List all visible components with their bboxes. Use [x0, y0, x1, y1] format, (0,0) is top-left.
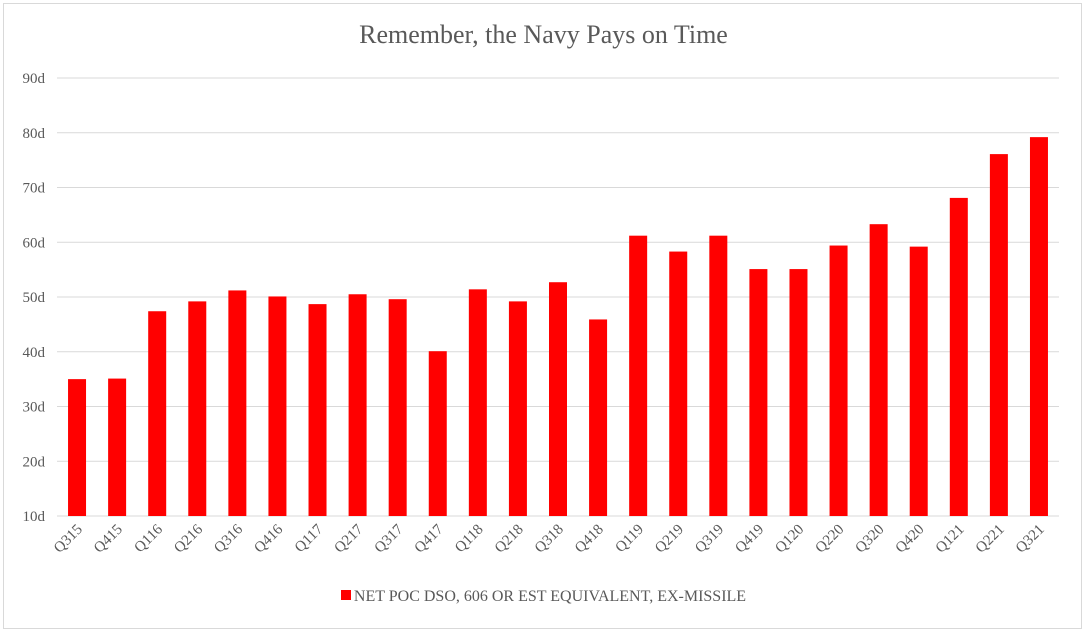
- x-tick-label: Q317: [372, 521, 407, 556]
- x-tick-label: Q321: [1013, 522, 1048, 557]
- x-tick-label: Q316: [211, 521, 246, 556]
- bar: [669, 251, 688, 516]
- x-tick-label: Q117: [292, 521, 327, 556]
- bar: [629, 235, 648, 516]
- bar: [549, 282, 567, 516]
- x-tick-label: Q418: [572, 522, 607, 557]
- bar: [869, 224, 888, 516]
- x-tick-label: Q118: [452, 522, 486, 556]
- bar: [268, 296, 287, 516]
- bar: [789, 269, 808, 516]
- x-tick-label: Q116: [132, 521, 167, 556]
- legend-swatch: [340, 590, 351, 601]
- bar: [508, 301, 527, 516]
- y-axis-ticks: 10d 20d 30d 40d 50d 60d 70d 80d 90d: [23, 71, 46, 525]
- bar: [68, 379, 87, 516]
- bar: [148, 311, 167, 516]
- x-tick-label: Q220: [812, 522, 847, 557]
- chart-frame: [3, 3, 1082, 629]
- y-tick-label: 40d: [23, 345, 46, 361]
- y-tick-label: 90d: [23, 71, 46, 87]
- x-tick-label: Q415: [91, 522, 126, 557]
- x-tick-label: Q320: [853, 522, 888, 557]
- bar: [108, 378, 127, 516]
- bars: [68, 137, 1048, 517]
- bar: [949, 197, 968, 516]
- bar: [308, 304, 327, 516]
- chart-title: Remember, the Navy Pays on Time: [359, 20, 728, 49]
- bar: [428, 351, 447, 516]
- bar: [388, 299, 407, 516]
- y-tick-label: 30d: [23, 400, 46, 416]
- x-tick-label: Q318: [532, 522, 567, 557]
- x-tick-label: Q319: [692, 522, 727, 557]
- y-tick-label: 70d: [23, 181, 46, 197]
- bar: [749, 269, 768, 516]
- bar: [1029, 137, 1048, 516]
- x-tick-label: Q219: [652, 522, 687, 557]
- bar: [348, 294, 367, 516]
- y-tick-label: 50d: [23, 290, 46, 306]
- bar: [188, 301, 207, 516]
- x-tick-label: Q120: [772, 522, 807, 557]
- x-tick-label: Q419: [732, 522, 767, 557]
- x-axis-ticks: Q315 Q415 Q116 Q216 Q316 Q416 Q117 Q217 Q317 Q417…: [51, 521, 1048, 556]
- x-tick-label: Q121: [933, 522, 968, 557]
- x-tick-label: Q417: [412, 521, 447, 556]
- bar: [589, 319, 608, 516]
- y-tick-label: 60d: [23, 235, 46, 251]
- legend-label: NET POC DSO, 606 OR EST EQUIVALENT, EX-M…: [353, 588, 747, 605]
- y-tick-label: 80d: [23, 126, 46, 142]
- x-tick-label: Q416: [251, 521, 286, 556]
- x-tick-label: Q218: [492, 522, 527, 557]
- x-tick-label: Q217: [332, 521, 367, 556]
- y-tick-label: 10d: [23, 509, 46, 525]
- x-tick-label: Q221: [973, 522, 1008, 557]
- bar: [989, 154, 1008, 517]
- x-tick-label: Q420: [893, 522, 928, 557]
- x-tick-label: Q216: [171, 521, 206, 556]
- x-tick-label: Q315: [51, 522, 86, 557]
- y-tick-label: 20d: [23, 454, 46, 470]
- legend: NET POC DSO, 606 OR EST EQUIVALENT, EX-M…: [0, 588, 1087, 606]
- bar: [228, 290, 247, 516]
- bar: [709, 235, 728, 516]
- bar: [829, 245, 848, 516]
- bar: [909, 246, 928, 516]
- x-tick-label: Q119: [612, 522, 646, 556]
- bar: [468, 289, 487, 516]
